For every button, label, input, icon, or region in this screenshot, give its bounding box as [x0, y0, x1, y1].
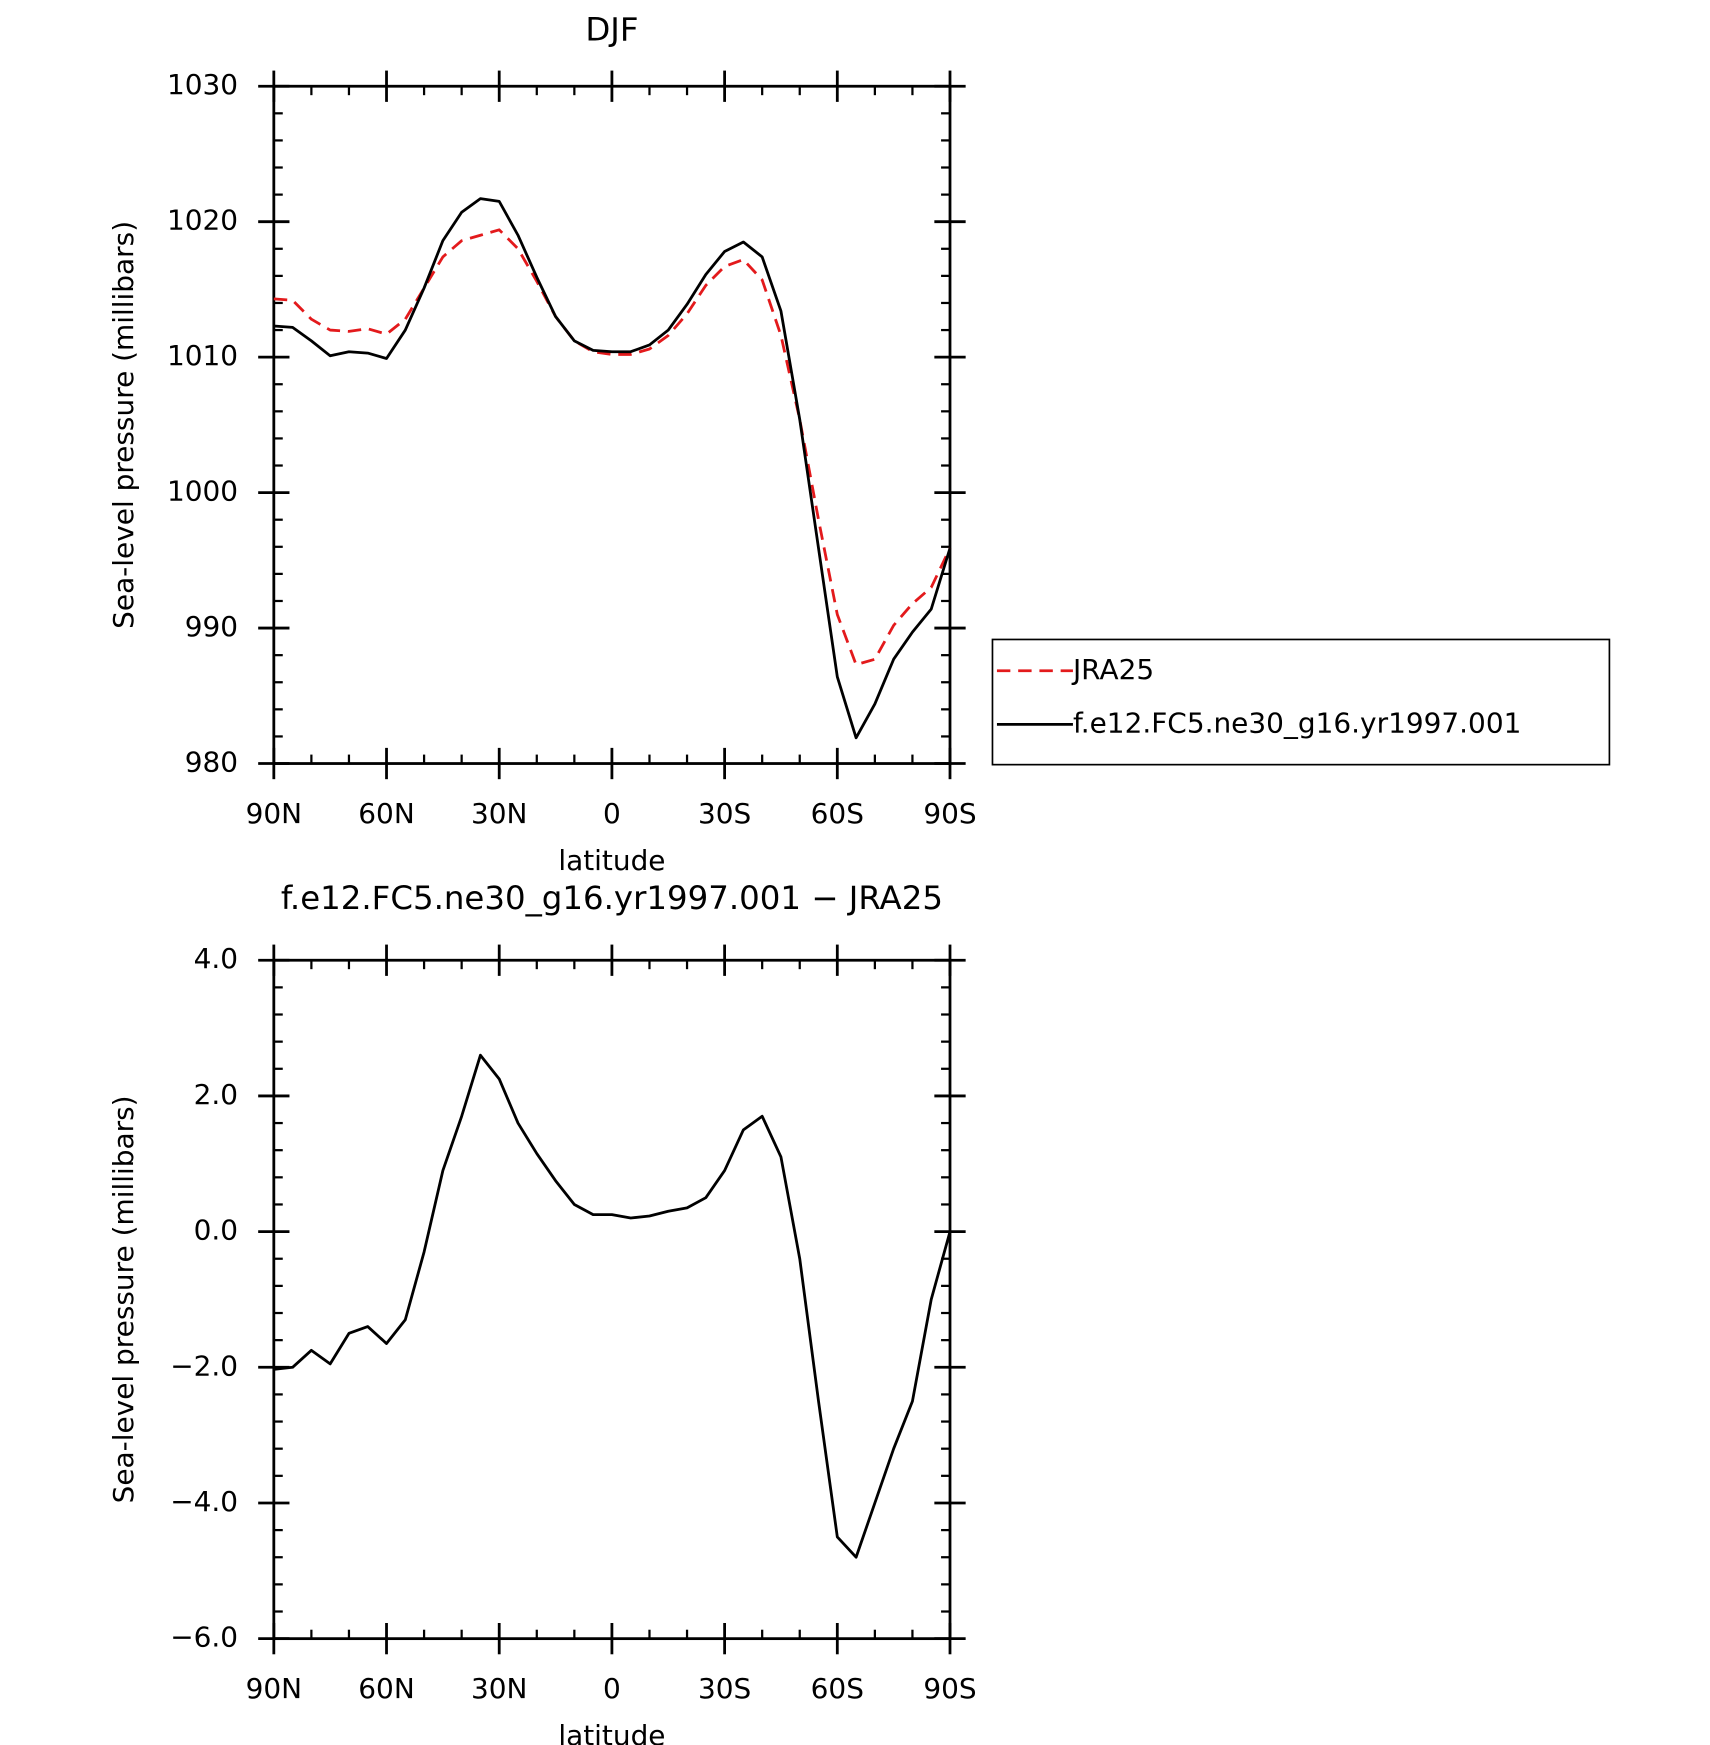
chart-title: DJF	[585, 10, 638, 48]
x-tick-label: 60N	[358, 1672, 414, 1705]
y-tick-label: 980	[185, 746, 238, 779]
x-tick-label: 30S	[698, 797, 751, 830]
x-tick-label: 60S	[811, 1672, 864, 1705]
y-tick-label: 2.0	[194, 1078, 238, 1111]
x-axis-label: latitude	[558, 844, 665, 877]
y-tick-label: 1000	[167, 475, 238, 508]
data-line	[273, 197, 952, 740]
legend-label: JRA25	[1071, 653, 1154, 686]
data-line	[273, 1053, 952, 1559]
data-line	[273, 228, 952, 667]
x-tick-label: 0	[603, 797, 621, 830]
x-tick-label: 0	[603, 1672, 621, 1705]
y-tick-label: −4.0	[170, 1485, 238, 1518]
y-tick-label: 1020	[167, 204, 238, 237]
chart-title: f.e12.FC5.ne30_g16.yr1997.001 − JRA25	[281, 879, 943, 917]
x-tick-label: 60S	[811, 797, 864, 830]
y-axis-label: Sea-level pressure (millibars)	[107, 1095, 140, 1503]
y-tick-label: 1030	[167, 68, 238, 101]
x-tick-label: 30N	[471, 1672, 527, 1705]
y-tick-label: −6.0	[170, 1621, 238, 1654]
y-tick-label: −2.0	[170, 1349, 238, 1382]
x-tick-label: 90S	[923, 797, 976, 830]
x-tick-label: 30N	[471, 797, 527, 830]
x-axis-label: latitude	[558, 1719, 665, 1745]
y-tick-label: 990	[185, 610, 238, 643]
y-axis-label: Sea-level pressure (millibars)	[107, 221, 140, 629]
y-tick-label: 1010	[167, 339, 238, 372]
x-tick-label: 90N	[246, 797, 302, 830]
y-tick-label: 0.0	[194, 1214, 238, 1247]
y-tick-label: 4.0	[194, 942, 238, 975]
plot-frame	[272, 84, 952, 765]
x-tick-label: 30S	[698, 1672, 751, 1705]
x-tick-label: 90N	[246, 1672, 302, 1705]
x-tick-label: 60N	[358, 797, 414, 830]
legend-label: f.e12.FC5.ne30_g16.yr1997.001	[1073, 706, 1521, 739]
plot-frame	[272, 958, 952, 1641]
x-tick-label: 90S	[923, 1672, 976, 1705]
legend-box	[991, 638, 1611, 766]
